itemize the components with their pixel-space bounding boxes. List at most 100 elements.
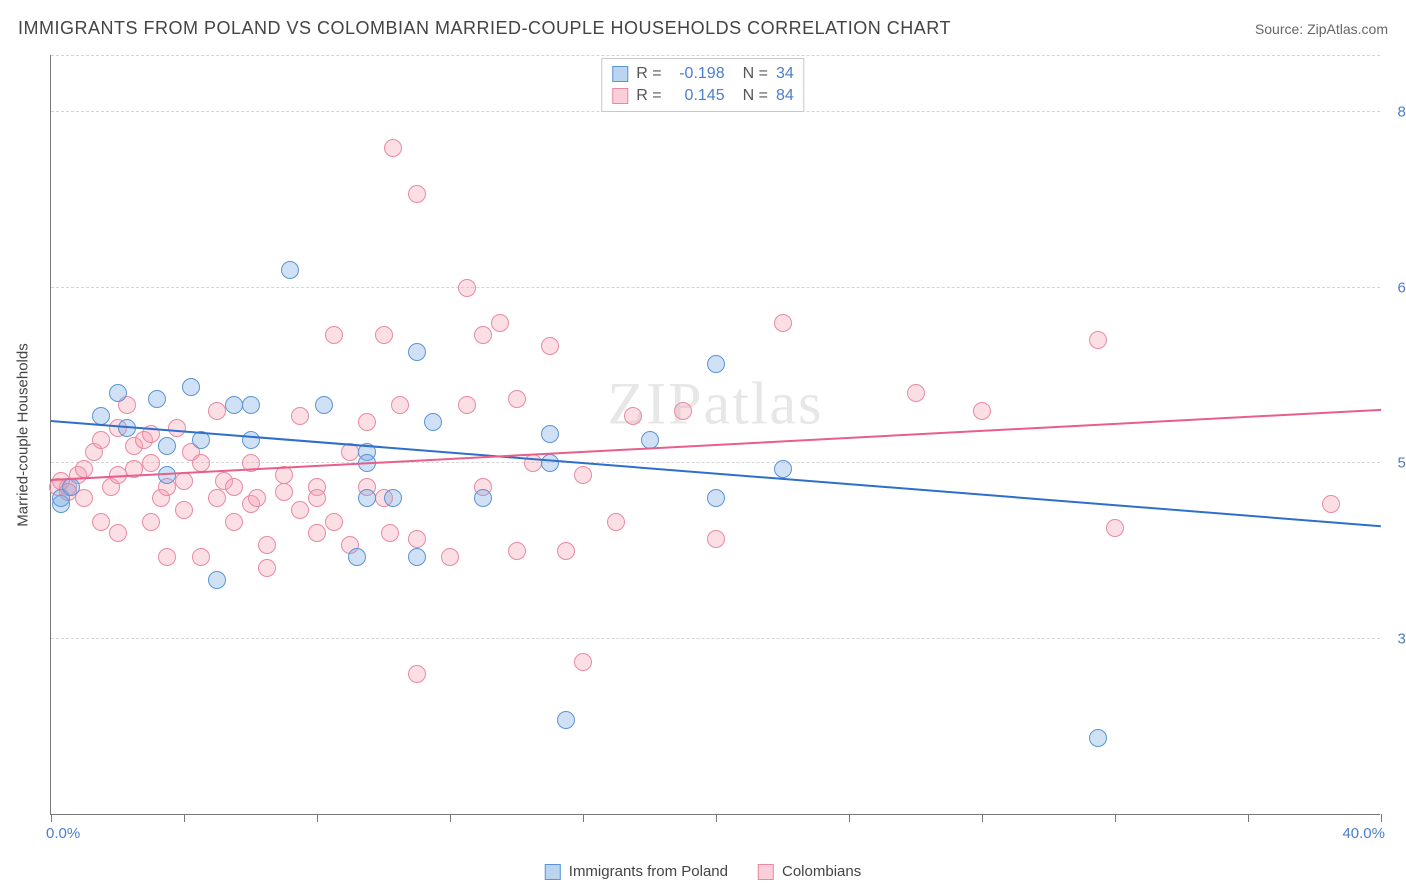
data-point [275,483,293,501]
data-point [541,337,559,355]
legend-item: Colombians [758,863,861,880]
data-point [474,489,492,507]
data-point [109,384,127,402]
data-point [384,489,402,507]
data-point [707,489,725,507]
data-point [1089,331,1107,349]
data-point [774,460,792,478]
data-point [62,478,80,496]
data-point [358,413,376,431]
x-tick [1115,814,1116,822]
x-tick [1248,814,1249,822]
data-point [674,402,692,420]
x-tick [317,814,318,822]
x-tick [716,814,717,822]
data-point [424,413,442,431]
data-point [624,407,642,425]
swatch-pink-icon [612,88,628,104]
data-point [458,396,476,414]
data-point [308,489,326,507]
n-label: N = [743,85,768,107]
gridline [51,55,1380,56]
x-tick [849,814,850,822]
data-point [92,431,110,449]
chart-title: IMMIGRANTS FROM POLAND VS COLOMBIAN MARR… [18,18,951,39]
data-point [408,343,426,361]
n-value-blue: 34 [776,63,794,85]
data-point [474,326,492,344]
data-point [1089,729,1107,747]
x-tick [51,814,52,822]
y-tick-label: 35.0% [1390,630,1406,647]
series-legend: Immigrants from Poland Colombians [545,863,861,880]
data-point [208,489,226,507]
data-point [441,548,459,566]
y-axis-label: Married-couple Households [15,343,32,526]
data-point [158,437,176,455]
legend-label: Colombians [782,863,861,880]
gridline [51,638,1380,639]
n-label: N = [743,63,768,85]
data-point [325,326,343,344]
data-point [408,530,426,548]
scatter-plot: ZIPatlas Married-couple Households 0.0% … [50,55,1380,815]
x-min-label: 0.0% [46,825,80,842]
gridline [51,287,1380,288]
data-point [491,314,509,332]
data-point [907,384,925,402]
data-point [358,489,376,507]
data-point [142,513,160,531]
data-point [384,139,402,157]
data-point [607,513,625,531]
data-point [408,548,426,566]
data-point [508,542,526,560]
data-point [774,314,792,332]
data-point [225,513,243,531]
data-point [375,326,393,344]
data-point [148,390,166,408]
data-point [408,185,426,203]
legend-row: R = -0.198 N = 34 [612,63,793,85]
legend-row: R = 0.145 N = 84 [612,85,793,107]
data-point [557,711,575,729]
data-point [208,571,226,589]
data-point [258,559,276,577]
data-point [192,454,210,472]
data-point [242,396,260,414]
data-point [308,524,326,542]
data-point [1322,495,1340,513]
data-point [192,548,210,566]
data-point [109,524,127,542]
data-point [182,378,200,396]
data-point [391,396,409,414]
data-point [281,261,299,279]
data-point [168,419,186,437]
data-point [458,279,476,297]
data-point [225,396,243,414]
x-tick [184,814,185,822]
data-point [707,530,725,548]
data-point [381,524,399,542]
data-point [574,653,592,671]
swatch-blue-icon [545,864,561,880]
data-point [248,489,266,507]
r-label: R = [636,85,661,107]
y-tick-label: 80.0% [1390,104,1406,121]
data-point [158,548,176,566]
x-tick [583,814,584,822]
data-point [225,478,243,496]
x-tick [450,814,451,822]
data-point [242,431,260,449]
legend-label: Immigrants from Poland [569,863,728,880]
watermark: ZIPatlas [608,370,824,439]
data-point [707,355,725,373]
data-point [541,425,559,443]
data-point [1106,519,1124,537]
data-point [175,501,193,519]
chart-header: IMMIGRANTS FROM POLAND VS COLOMBIAN MARR… [18,18,1388,39]
x-tick [1381,814,1382,822]
data-point [973,402,991,420]
legend-item: Immigrants from Poland [545,863,728,880]
r-label: R = [636,63,661,85]
data-point [92,513,110,531]
